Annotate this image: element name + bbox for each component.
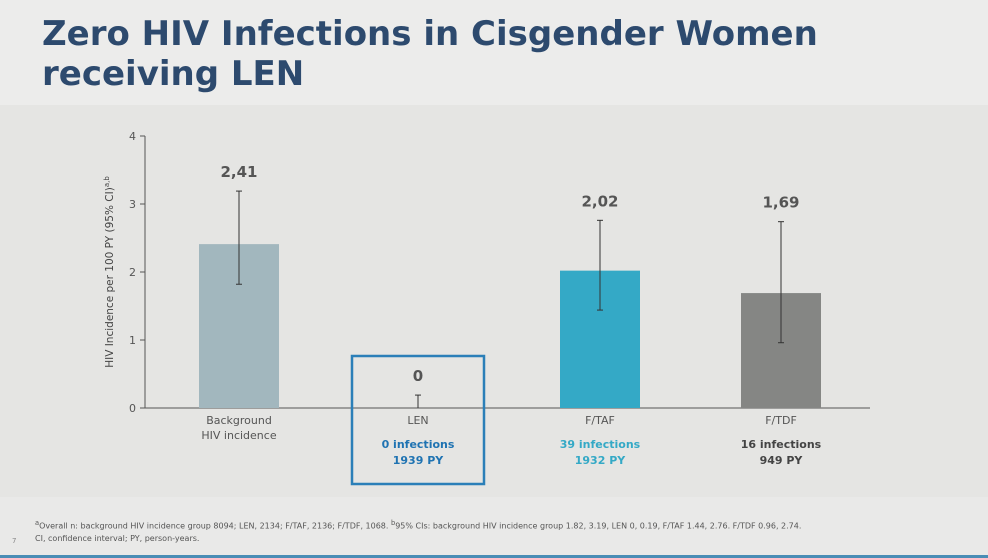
data-label: 1,69 <box>762 194 799 212</box>
category-label: F/TAF <box>585 414 615 427</box>
person-years-label: 1932 PY <box>575 454 627 467</box>
data-label: 2,02 <box>581 192 618 210</box>
category-label-line2: HIV incidence <box>201 429 276 442</box>
title-line-2: receiving LEN <box>42 54 305 94</box>
y-axis-label: HIV Incidence per 100 PY (95% CI)a,b <box>103 176 116 368</box>
infections-label: 16 infections <box>741 438 822 451</box>
sup-b: b <box>390 519 396 527</box>
page-number: 7 <box>12 537 17 545</box>
fn1-text: Overall n: background HIV incidence grou… <box>39 521 391 531</box>
y-tick-label: 3 <box>129 198 136 211</box>
title-line-1: Zero HIV Infections in Cisgender Women <box>42 14 818 54</box>
y-tick-label: 2 <box>129 266 136 279</box>
fn1-cont: 95% CIs: background HIV incidence group … <box>395 521 802 531</box>
sup-a: a <box>35 519 40 527</box>
category-label: Background <box>206 414 272 427</box>
infections-label: 39 infections <box>560 438 641 451</box>
infections-label: 0 infections <box>382 438 455 451</box>
chart-area <box>0 105 988 497</box>
slide-title: Zero HIV Infections in Cisgender Women r… <box>42 14 818 94</box>
len-highlight-box <box>350 354 486 486</box>
data-label: 0 <box>413 367 423 385</box>
y-tick-label: 0 <box>129 402 136 415</box>
footnotes: aOverall n: background HIV incidence gro… <box>0 497 988 555</box>
category-label: LEN <box>407 414 428 427</box>
header: Zero HIV Infections in Cisgender Women r… <box>0 0 988 105</box>
data-label: 2,41 <box>220 163 257 181</box>
footnote-1: aOverall n: background HIV incidence gro… <box>35 519 801 531</box>
person-years-label: 1939 PY <box>393 454 445 467</box>
footnote-2: CI, confidence interval; PY, person-year… <box>35 534 200 543</box>
person-years-label: 949 PY <box>760 454 804 467</box>
category-label: F/TDF <box>765 414 797 427</box>
y-tick-label: 1 <box>129 334 136 347</box>
y-tick-label: 4 <box>129 130 136 143</box>
bottom-rule <box>0 555 988 558</box>
